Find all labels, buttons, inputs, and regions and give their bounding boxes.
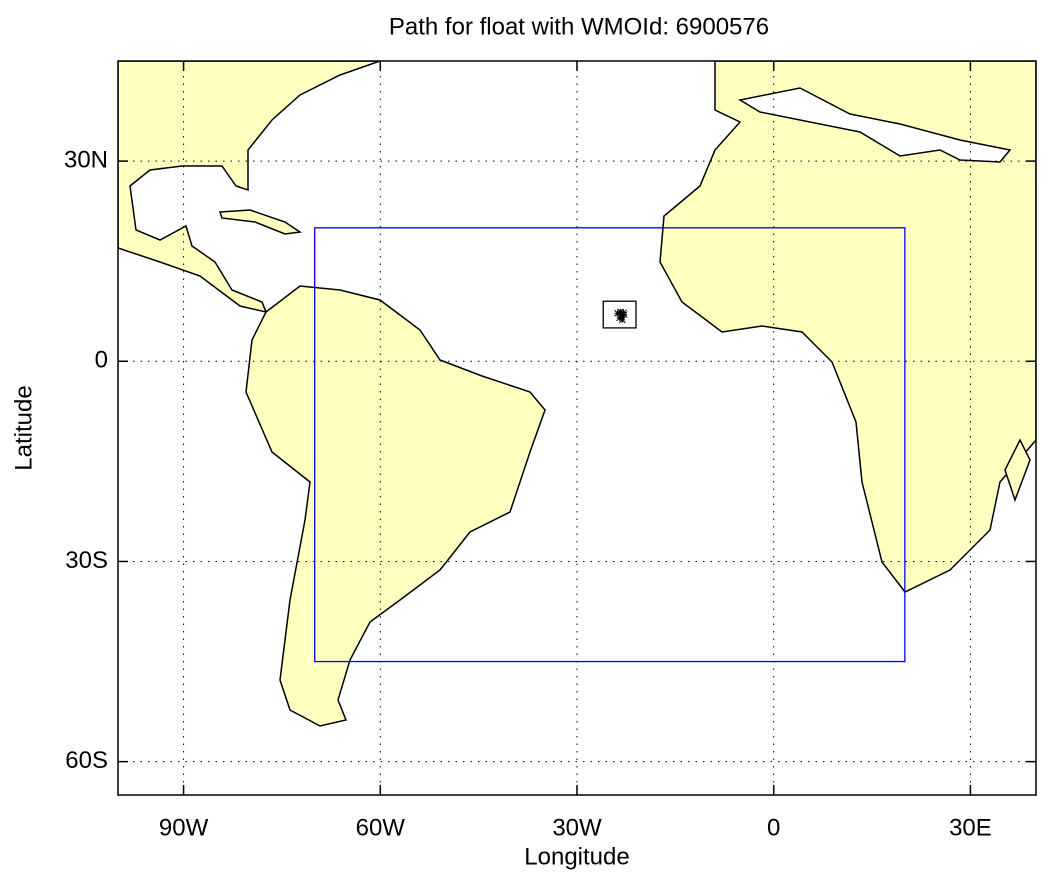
land-layer bbox=[118, 61, 1036, 727]
y-tick-label: 0 bbox=[95, 347, 108, 374]
x-tick-label: 60W bbox=[356, 814, 406, 841]
region-box bbox=[314, 227, 906, 663]
float-position bbox=[614, 309, 622, 317]
region-box bbox=[602, 300, 637, 329]
x-tick-label: 90W bbox=[159, 814, 209, 841]
x-tick-label: 30E bbox=[949, 814, 992, 841]
float-position bbox=[618, 316, 626, 324]
float-position bbox=[620, 309, 627, 316]
x-axis-label: Longitude bbox=[524, 843, 629, 870]
africa-europe bbox=[659, 61, 1036, 593]
madagascar bbox=[1004, 438, 1031, 503]
x-tick-label: 30W bbox=[552, 814, 602, 841]
y-tick-label: 30N bbox=[64, 146, 108, 173]
float-position bbox=[620, 311, 628, 318]
y-axis-label: Latitude bbox=[10, 385, 37, 470]
mediterranean bbox=[737, 87, 1012, 163]
float-position bbox=[616, 308, 624, 316]
chart-title: Path for float with WMOId: 6900576 bbox=[389, 13, 769, 40]
y-tick-label: 30S bbox=[65, 547, 108, 574]
y-tick-label: 60S bbox=[65, 747, 108, 774]
x-tick-label: 0 bbox=[767, 814, 780, 841]
south-america bbox=[245, 285, 546, 727]
cuba bbox=[218, 209, 303, 235]
